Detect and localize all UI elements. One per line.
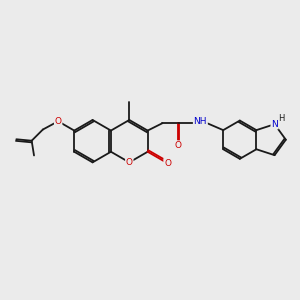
Text: O: O (174, 141, 181, 150)
Text: O: O (164, 159, 171, 168)
Text: NH: NH (194, 117, 207, 126)
Text: N: N (271, 120, 278, 129)
Text: O: O (126, 158, 133, 167)
Text: H: H (278, 114, 284, 123)
Text: O: O (55, 117, 62, 126)
